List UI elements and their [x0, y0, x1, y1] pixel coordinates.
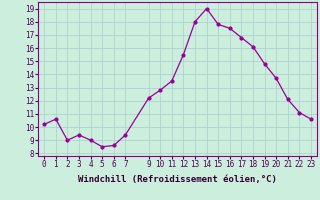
- X-axis label: Windchill (Refroidissement éolien,°C): Windchill (Refroidissement éolien,°C): [78, 175, 277, 184]
